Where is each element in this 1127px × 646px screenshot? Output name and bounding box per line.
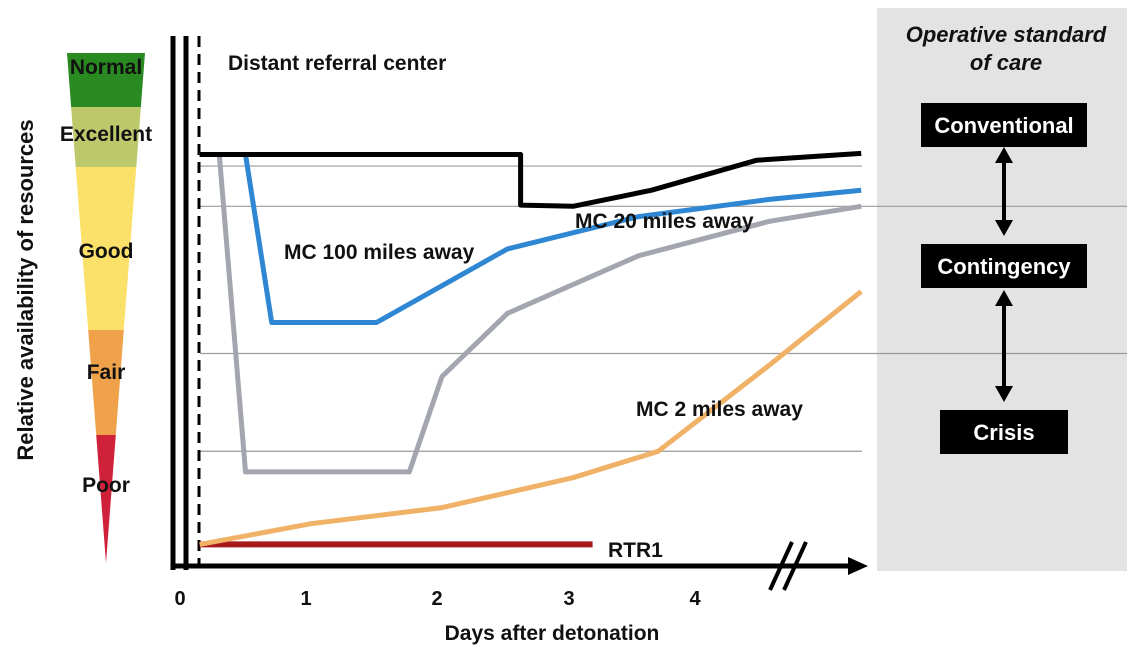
standard-box-contingency (921, 244, 1087, 288)
standards-title-line1: Operative standard (906, 22, 1107, 47)
series-labels: Distant referral center MC 100 miles away… (228, 52, 803, 562)
arrow-head-down (995, 386, 1013, 402)
standard-box-crisis (940, 410, 1068, 454)
scale-label-poor: Poor (82, 474, 130, 497)
axes (170, 36, 868, 591)
standards-of-care: Operative standard of care Conventional C… (906, 22, 1107, 454)
series-label-distant-referral-center: Distant referral center (228, 52, 446, 75)
standards-title-line2: of care (970, 50, 1042, 75)
scale-label-excellent: Excellent (60, 123, 152, 146)
arrow-head-up (995, 290, 1013, 306)
scale-band-normal (67, 53, 145, 107)
standard-label-contingency: Contingency (937, 254, 1071, 279)
x-axis-ticks: 0 1 2 3 4 (174, 588, 701, 610)
series-label-mc-2-miles-away: MC 2 miles away (636, 398, 803, 421)
series-label-mc-100-miles-away: MC 100 miles away (284, 241, 475, 264)
series-line-mc-20-miles-away (199, 152, 862, 475)
reference-lines (200, 165, 1127, 452)
standard-label-crisis: Crisis (973, 420, 1034, 445)
series-label-rtr1: RTR1 (608, 539, 663, 562)
x-axis-label: Days after detonation (445, 622, 660, 645)
scale-band-good (75, 167, 137, 330)
arrow-head-down (995, 220, 1013, 236)
resource-level-scale: Normal Excellent Good Fair Poor (60, 53, 152, 563)
x-tick-label: 4 (689, 588, 701, 610)
axis-break-mark (768, 541, 794, 591)
scale-band-excellent (71, 107, 141, 167)
series-label-mc-20-miles-away: MC 20 miles away (575, 210, 754, 233)
series-lines (199, 150, 863, 548)
x-tick-label: 3 (563, 588, 574, 610)
scale-label-normal: Normal (70, 56, 142, 79)
series-line-mc-100-miles-away (199, 152, 862, 325)
standard-label-conventional: Conventional (934, 113, 1073, 138)
standard-box-conventional (921, 103, 1087, 147)
standards-panel (877, 8, 1127, 571)
arrow-head-up (995, 147, 1013, 163)
series-line-mc-2-miles-away (199, 289, 863, 547)
scale-label-fair: Fair (87, 361, 126, 384)
series-line-distant-referral-center (199, 150, 862, 209)
x-tick-label: 0 (174, 588, 185, 610)
scale-band-poor (96, 435, 116, 563)
x-tick-label: 2 (431, 588, 442, 610)
x-tick-label: 1 (300, 588, 311, 610)
y-axis-label: Relative availability of resources (13, 119, 38, 460)
scale-band-fair (88, 330, 124, 435)
scale-label-good: Good (79, 240, 134, 263)
